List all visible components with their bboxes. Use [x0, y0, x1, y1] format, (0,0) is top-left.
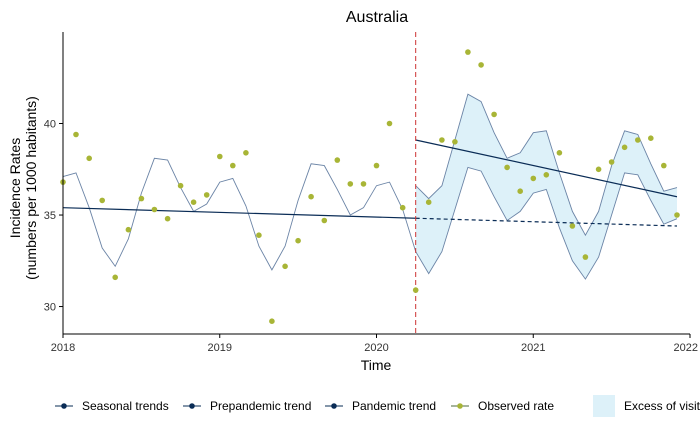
observed-point — [425, 199, 432, 205]
y-axis-title-group: Incidence Rates (numbers per 1000 habita… — [7, 96, 39, 280]
observed-point — [256, 232, 262, 238]
legend-seasonal-trends-swatch-point — [61, 403, 67, 409]
legend-pandemic-trend-swatch-point — [331, 403, 337, 409]
observed-point — [399, 204, 406, 211]
legend-observed-rate-label: Observed rate — [478, 399, 554, 413]
x-tick-label: 2022 — [674, 342, 698, 354]
observed-point — [608, 159, 615, 165]
observed-point — [269, 318, 275, 325]
observed-point — [295, 237, 301, 244]
observed-point — [125, 226, 132, 233]
observed-point — [86, 155, 92, 162]
observed-point — [243, 150, 249, 156]
observed-point — [138, 195, 145, 202]
observed-point — [190, 199, 197, 205]
x-tick-label: 2020 — [364, 342, 388, 354]
x-tick-label: 2018 — [51, 342, 75, 354]
axes: 30 35 40 2018 2019 2020 2021 2022 — [44, 32, 698, 354]
observed-point — [491, 111, 497, 118]
observed-point — [99, 197, 105, 204]
observed-point — [373, 162, 380, 169]
x-tick-label: 2019 — [208, 342, 232, 354]
observed-point — [582, 254, 589, 260]
excess-band-upper — [415, 93, 678, 237]
observed-point — [347, 181, 354, 187]
observed-point — [530, 175, 537, 182]
observed-point — [412, 287, 419, 293]
observed-point — [164, 215, 171, 222]
legend-excess-of-visits-swatch — [593, 395, 615, 417]
chart-title: Australia — [346, 9, 408, 26]
observed-point — [177, 182, 184, 189]
observed-point — [282, 263, 288, 270]
observed-point — [203, 192, 210, 198]
observed-point — [674, 212, 680, 218]
y-axis-title-line2: (numbers per 1000 habitants) — [23, 96, 39, 280]
legend-pandemic-trend-label: Pandemic trend — [352, 399, 436, 413]
prepandemic-trend-line — [62, 207, 416, 219]
observed-point — [112, 274, 118, 281]
x-tick-label: 2021 — [521, 342, 545, 354]
line-layer — [62, 32, 678, 334]
legend-observed-rate-swatch-point — [457, 403, 463, 409]
observed-point — [621, 144, 628, 151]
y-axis-title-line1: Incidence Rates — [7, 138, 23, 238]
observed-point — [478, 62, 484, 68]
observed-point — [648, 135, 654, 141]
legend-seasonal-trends-label: Seasonal trends — [82, 399, 169, 413]
observed-point — [517, 188, 523, 194]
observed-point — [217, 153, 223, 160]
legend-prepandemic-trend-swatch-point — [189, 403, 195, 409]
observed-point — [569, 223, 576, 229]
observed-point — [360, 181, 367, 187]
observed-point — [465, 49, 471, 55]
excess-band — [415, 94, 677, 280]
observed-point — [73, 131, 79, 138]
excess-band-layer — [415, 93, 678, 280]
y-tick-label: 35 — [44, 210, 56, 222]
observed-point — [230, 162, 236, 169]
observed-point — [504, 164, 510, 171]
observed-point — [151, 206, 158, 213]
observed-point — [543, 172, 550, 178]
prepandemic-trend-projection — [415, 217, 678, 227]
observed-point — [308, 193, 314, 200]
observed-point — [334, 157, 341, 163]
observed-point — [661, 162, 667, 169]
observed-point — [556, 150, 563, 156]
excess-band-lower — [415, 166, 678, 280]
pandemic-trend-line — [415, 139, 678, 198]
observed-point — [635, 137, 641, 143]
observed-point — [452, 139, 458, 145]
legend-prepandemic-trend-label: Prepandemic trend — [210, 399, 311, 413]
legend: Seasonal trends Prepandemic trend Pandemic… — [55, 395, 700, 417]
seasonal-trend-line — [62, 157, 417, 271]
legend-excess-of-visits-label: Excess of visits — [624, 399, 700, 413]
observed-point — [386, 120, 393, 127]
observed-point — [439, 137, 445, 143]
observed-point — [321, 217, 328, 224]
observed-points-layer — [60, 49, 680, 325]
observed-point — [595, 166, 602, 173]
y-tick-label: 30 — [44, 302, 56, 314]
x-axis-title: Time — [361, 357, 392, 373]
plot-area: 30 35 40 2018 2019 2020 2021 2022 — [44, 32, 698, 354]
y-tick-label: 40 — [44, 119, 56, 131]
